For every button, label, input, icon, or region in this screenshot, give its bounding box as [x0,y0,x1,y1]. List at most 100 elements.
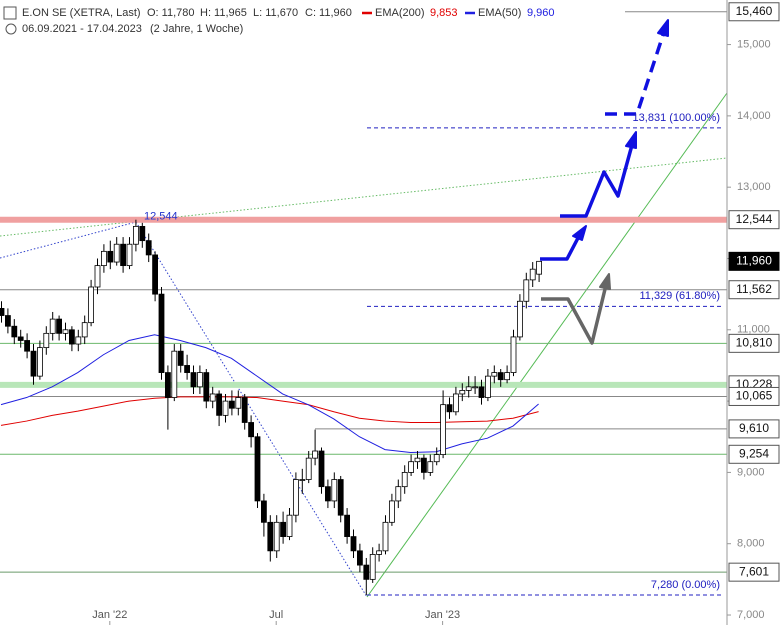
level-label: 11,562 [736,282,772,296]
candle-body [318,450,325,488]
candle-body [286,514,293,537]
candle-body [209,393,216,402]
candle-body [363,564,370,580]
candle-body [465,386,472,391]
title: E.ON SE (XETRA, Last) [22,7,141,19]
trend-line [366,92,728,598]
candle-body [440,404,447,455]
y-tick-label: 13,000 [737,181,771,193]
candle-body [299,479,306,481]
x-tick-label: Jan '22 [92,609,127,621]
arrow-head [599,273,611,290]
candle-body [30,350,37,377]
level-label: 10,065 [736,389,773,403]
candle-body [350,536,357,552]
high: H: 11,965 [200,7,247,19]
candle-body [11,325,18,338]
candle-body [81,322,88,338]
candle-body [235,397,242,409]
candle-body [196,372,203,388]
open: O: 11,780 [147,7,195,19]
header: E.ON SE (XETRA, Last) O: 11,780 H: 11,96… [3,6,555,35]
candle-body [107,250,114,263]
candle-body [113,243,120,263]
candle-body [24,340,31,352]
candle-body [216,393,223,416]
candle-body [126,243,133,267]
candle-body [94,265,101,288]
trend-lines [0,92,728,598]
candle-body [446,404,453,413]
candle-body [5,315,11,327]
level-box [728,251,780,271]
candle-body [190,372,197,388]
candle-body [37,347,43,377]
y-tick-label: 11,000 [737,324,770,336]
level-box [728,210,780,230]
candle-body [497,372,504,381]
candle-body [260,500,267,523]
candle-body [523,279,530,302]
candle-body [292,479,299,516]
candle-body [305,457,312,480]
candle-body [184,365,191,373]
arrow [605,31,666,116]
level-box [728,386,780,406]
level-label: 9,254 [739,446,769,460]
ema-line [0,396,539,426]
candle-body [459,390,466,395]
arrow-head [625,131,637,149]
candle-body [120,243,126,267]
candle-body [280,521,287,537]
candle-body [177,350,184,366]
candle-body [228,400,235,409]
candle-body [414,457,421,463]
candle-body [376,550,383,555]
y-tick-label: 9,000 [737,466,765,478]
candle-body [331,479,338,502]
x-tick-label: Jul [269,609,283,621]
level-label: 15,460 [736,4,773,18]
candle-body [337,479,344,516]
candle-body [254,436,261,502]
candle-body [69,329,75,345]
trend-line [0,221,137,259]
level-box [728,419,780,439]
candle-body [158,293,165,373]
period: 06.09.2021 - 17.04.2023 [22,23,142,35]
trend-line [0,157,728,237]
candle-body [491,372,498,377]
legend-label: EMA(200) [375,7,425,19]
legend-value: 9,853 [430,7,458,19]
candle-body [517,300,523,338]
candle-body [75,336,82,345]
candle-body [101,250,107,267]
level-label: 11,960 [736,254,772,268]
level-box [728,562,780,582]
candle-body [139,225,146,242]
level-box [728,2,780,22]
clock-icon [5,23,17,35]
candle-body [388,500,395,523]
y-tick-label: 14,000 [737,110,771,122]
level-label: 10,810 [736,336,773,350]
candle-body [472,386,479,389]
candle-body [484,375,491,398]
candle-body [427,461,434,473]
candle-body [43,332,50,349]
chart-icon [3,6,17,20]
y-tick-label: 15,000 [737,38,771,50]
candle-body [529,268,536,281]
arrow-head [572,225,587,241]
candle-body [408,461,415,473]
candle-body [382,521,389,552]
arrow-head [657,19,669,37]
candle-body [369,554,376,580]
candle-body [62,329,69,334]
ema-line [0,334,539,453]
y-tick-label: 7,000 [737,609,765,621]
candle-body [420,457,427,473]
candle-body [510,336,517,373]
candle-body [0,307,5,316]
candle-body [312,450,319,459]
